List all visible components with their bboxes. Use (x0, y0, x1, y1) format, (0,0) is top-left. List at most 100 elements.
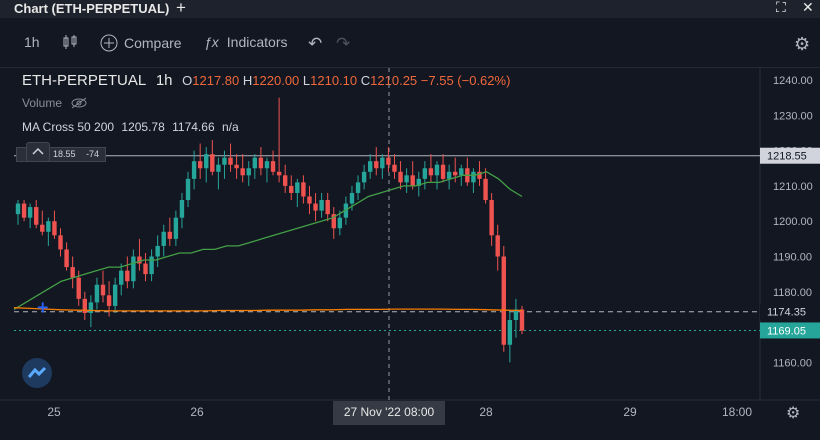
candle-body (301, 182, 306, 197)
candle-body (295, 182, 300, 193)
fullscreen-icon[interactable]: ⛶ (776, 0, 786, 15)
candle-body (276, 171, 282, 176)
price-label-bg (760, 303, 820, 320)
candle-body (416, 178, 421, 186)
candle-body (282, 175, 288, 186)
candle-body (483, 178, 488, 201)
candle-body (137, 256, 142, 264)
plus-circle-icon (100, 34, 118, 52)
interval-label: 1h (24, 34, 40, 50)
candle-body (489, 200, 494, 236)
y-tick-label: 1210.00 (773, 181, 813, 193)
symbol-name[interactable]: ETH-PERPETUAL (22, 72, 147, 89)
candle-body (453, 171, 458, 176)
redo-button[interactable]: ↷ (336, 34, 351, 53)
crosshair-time-label: 27 Nov '22 08:00 (344, 405, 435, 419)
candle-body (216, 164, 221, 172)
candle-body (155, 245, 160, 257)
price-label-bg (760, 147, 820, 164)
ma-fast-line (13, 171, 523, 310)
candle-body (319, 200, 324, 211)
candle-body (386, 157, 391, 165)
candle-body (501, 256, 506, 345)
candle-body (404, 175, 409, 183)
candle-body (191, 161, 197, 179)
interval-button[interactable]: 1h (24, 34, 40, 50)
window-title: Chart (ETH-PERPETUAL) (14, 1, 170, 16)
y-tick-label: 1190.00 (773, 252, 812, 264)
indicator-value-a: 18.55 (53, 149, 76, 159)
candle-body (88, 302, 94, 313)
candle-body (392, 164, 397, 172)
candle-body (252, 157, 258, 169)
candle-body (380, 157, 385, 169)
candle-body (307, 196, 312, 204)
candle-body (46, 221, 51, 232)
candle-body (361, 171, 367, 183)
high-value: 1220.00 (252, 73, 300, 88)
candle-body (355, 182, 361, 193)
candle-body (76, 277, 81, 299)
candle-body (289, 185, 294, 193)
candle-body (246, 168, 251, 176)
eye-hidden-icon[interactable] (70, 97, 88, 109)
price-label: 1174.35 (767, 307, 806, 319)
volume-label: Volume (22, 96, 63, 110)
candle-body (325, 200, 330, 215)
volume-legend: Volume (22, 96, 88, 110)
crosshair-time-bg (333, 401, 445, 425)
chevron-up-icon (32, 147, 44, 155)
candle-body (428, 168, 434, 176)
x-tick-label: 28 (479, 405, 493, 419)
price-chart[interactable]: 1240.00 1230.00 1220.00 1210.00 1200.00 1190.… (0, 68, 820, 440)
fx-icon: ƒx (204, 34, 219, 50)
collapse-legend-button[interactable] (26, 142, 50, 162)
candle-body (513, 309, 519, 321)
chart-type-button[interactable] (62, 34, 84, 50)
candle-body (167, 231, 173, 239)
cross-marker: + (36, 298, 49, 317)
axis-settings-icon: ⚙ (786, 403, 800, 422)
indicators-button[interactable]: ƒx Indicators (204, 34, 288, 50)
x-tick-label: 26 (190, 405, 204, 419)
candle-body (197, 161, 203, 169)
candle-body (367, 161, 373, 172)
candle-body (27, 207, 33, 218)
candle-body (446, 171, 452, 179)
candle-body (70, 267, 75, 278)
ma-fast-value: 1205.78 (121, 120, 165, 134)
candle-body (331, 214, 336, 229)
x-tick-label: 18:00 (722, 405, 752, 419)
ma-slow-value: 1174.66 (172, 120, 215, 134)
settings-icon[interactable]: ⚙ (794, 34, 811, 54)
candle-body (131, 256, 136, 282)
candle-body (495, 235, 500, 257)
candle-body (40, 224, 45, 232)
candle-body (228, 157, 233, 165)
high-label: H (242, 73, 253, 88)
y-tick-label: 1230.00 (773, 110, 813, 122)
candle-body (179, 200, 185, 218)
candle-body (52, 221, 57, 236)
close-icon[interactable]: ✕ (802, 0, 814, 15)
candle-body (64, 249, 69, 268)
undo-button[interactable]: ↶ (308, 34, 323, 53)
chart-toolbar: 1h Compare ƒx Indicators ↶ ↷ ⚙ (0, 18, 820, 68)
tradingview-logo[interactable] (22, 358, 52, 388)
indicators-label: Indicators (226, 34, 288, 50)
ma-na-value: n/a (221, 120, 239, 134)
candle-body (337, 217, 343, 229)
y-tick-label: 1160.00 (773, 357, 812, 369)
compare-button[interactable]: Compare (100, 34, 182, 52)
candle-body (112, 284, 118, 306)
candle-body (519, 309, 525, 331)
candle-body (264, 161, 270, 169)
candle-body (507, 320, 513, 345)
candle-body (313, 203, 318, 211)
add-tab-button[interactable]: + (176, 0, 186, 17)
compare-label: Compare (124, 35, 182, 51)
candle-body (185, 178, 191, 201)
x-tick-label: 25 (47, 405, 61, 419)
indicator-value-b: -74 (86, 149, 100, 159)
candle-body (106, 295, 112, 306)
